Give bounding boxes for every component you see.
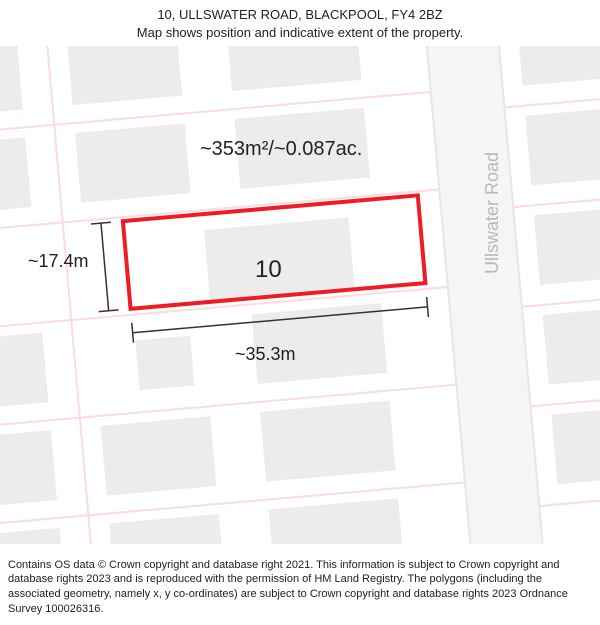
header: 10, ULLSWATER ROAD, BLACKPOOL, FY4 2BZ M… [0,0,600,46]
area-label: ~353m²/~0.087ac. [200,138,362,161]
dim-width-label: ~35.3m [235,344,296,365]
dim-height [91,222,119,311]
map-area: ~353m²/~0.087ac. ~17.4m ~35.3m 10 Ullswa… [0,46,600,544]
copyright-text: Contains OS data © Crown copyright and d… [8,559,568,616]
footer: Contains OS data © Crown copyright and d… [0,552,600,625]
map-svg [0,46,600,544]
buildings-left [0,46,404,544]
road-name-label: Ullswater Road [482,152,503,274]
dim-height-label: ~17.4m [28,251,89,272]
property-address: 10, ULLSWATER ROAD, BLACKPOOL, FY4 2BZ [10,6,590,24]
plot-number: 10 [255,256,282,284]
map-subtitle: Map shows position and indicative extent… [10,24,590,42]
